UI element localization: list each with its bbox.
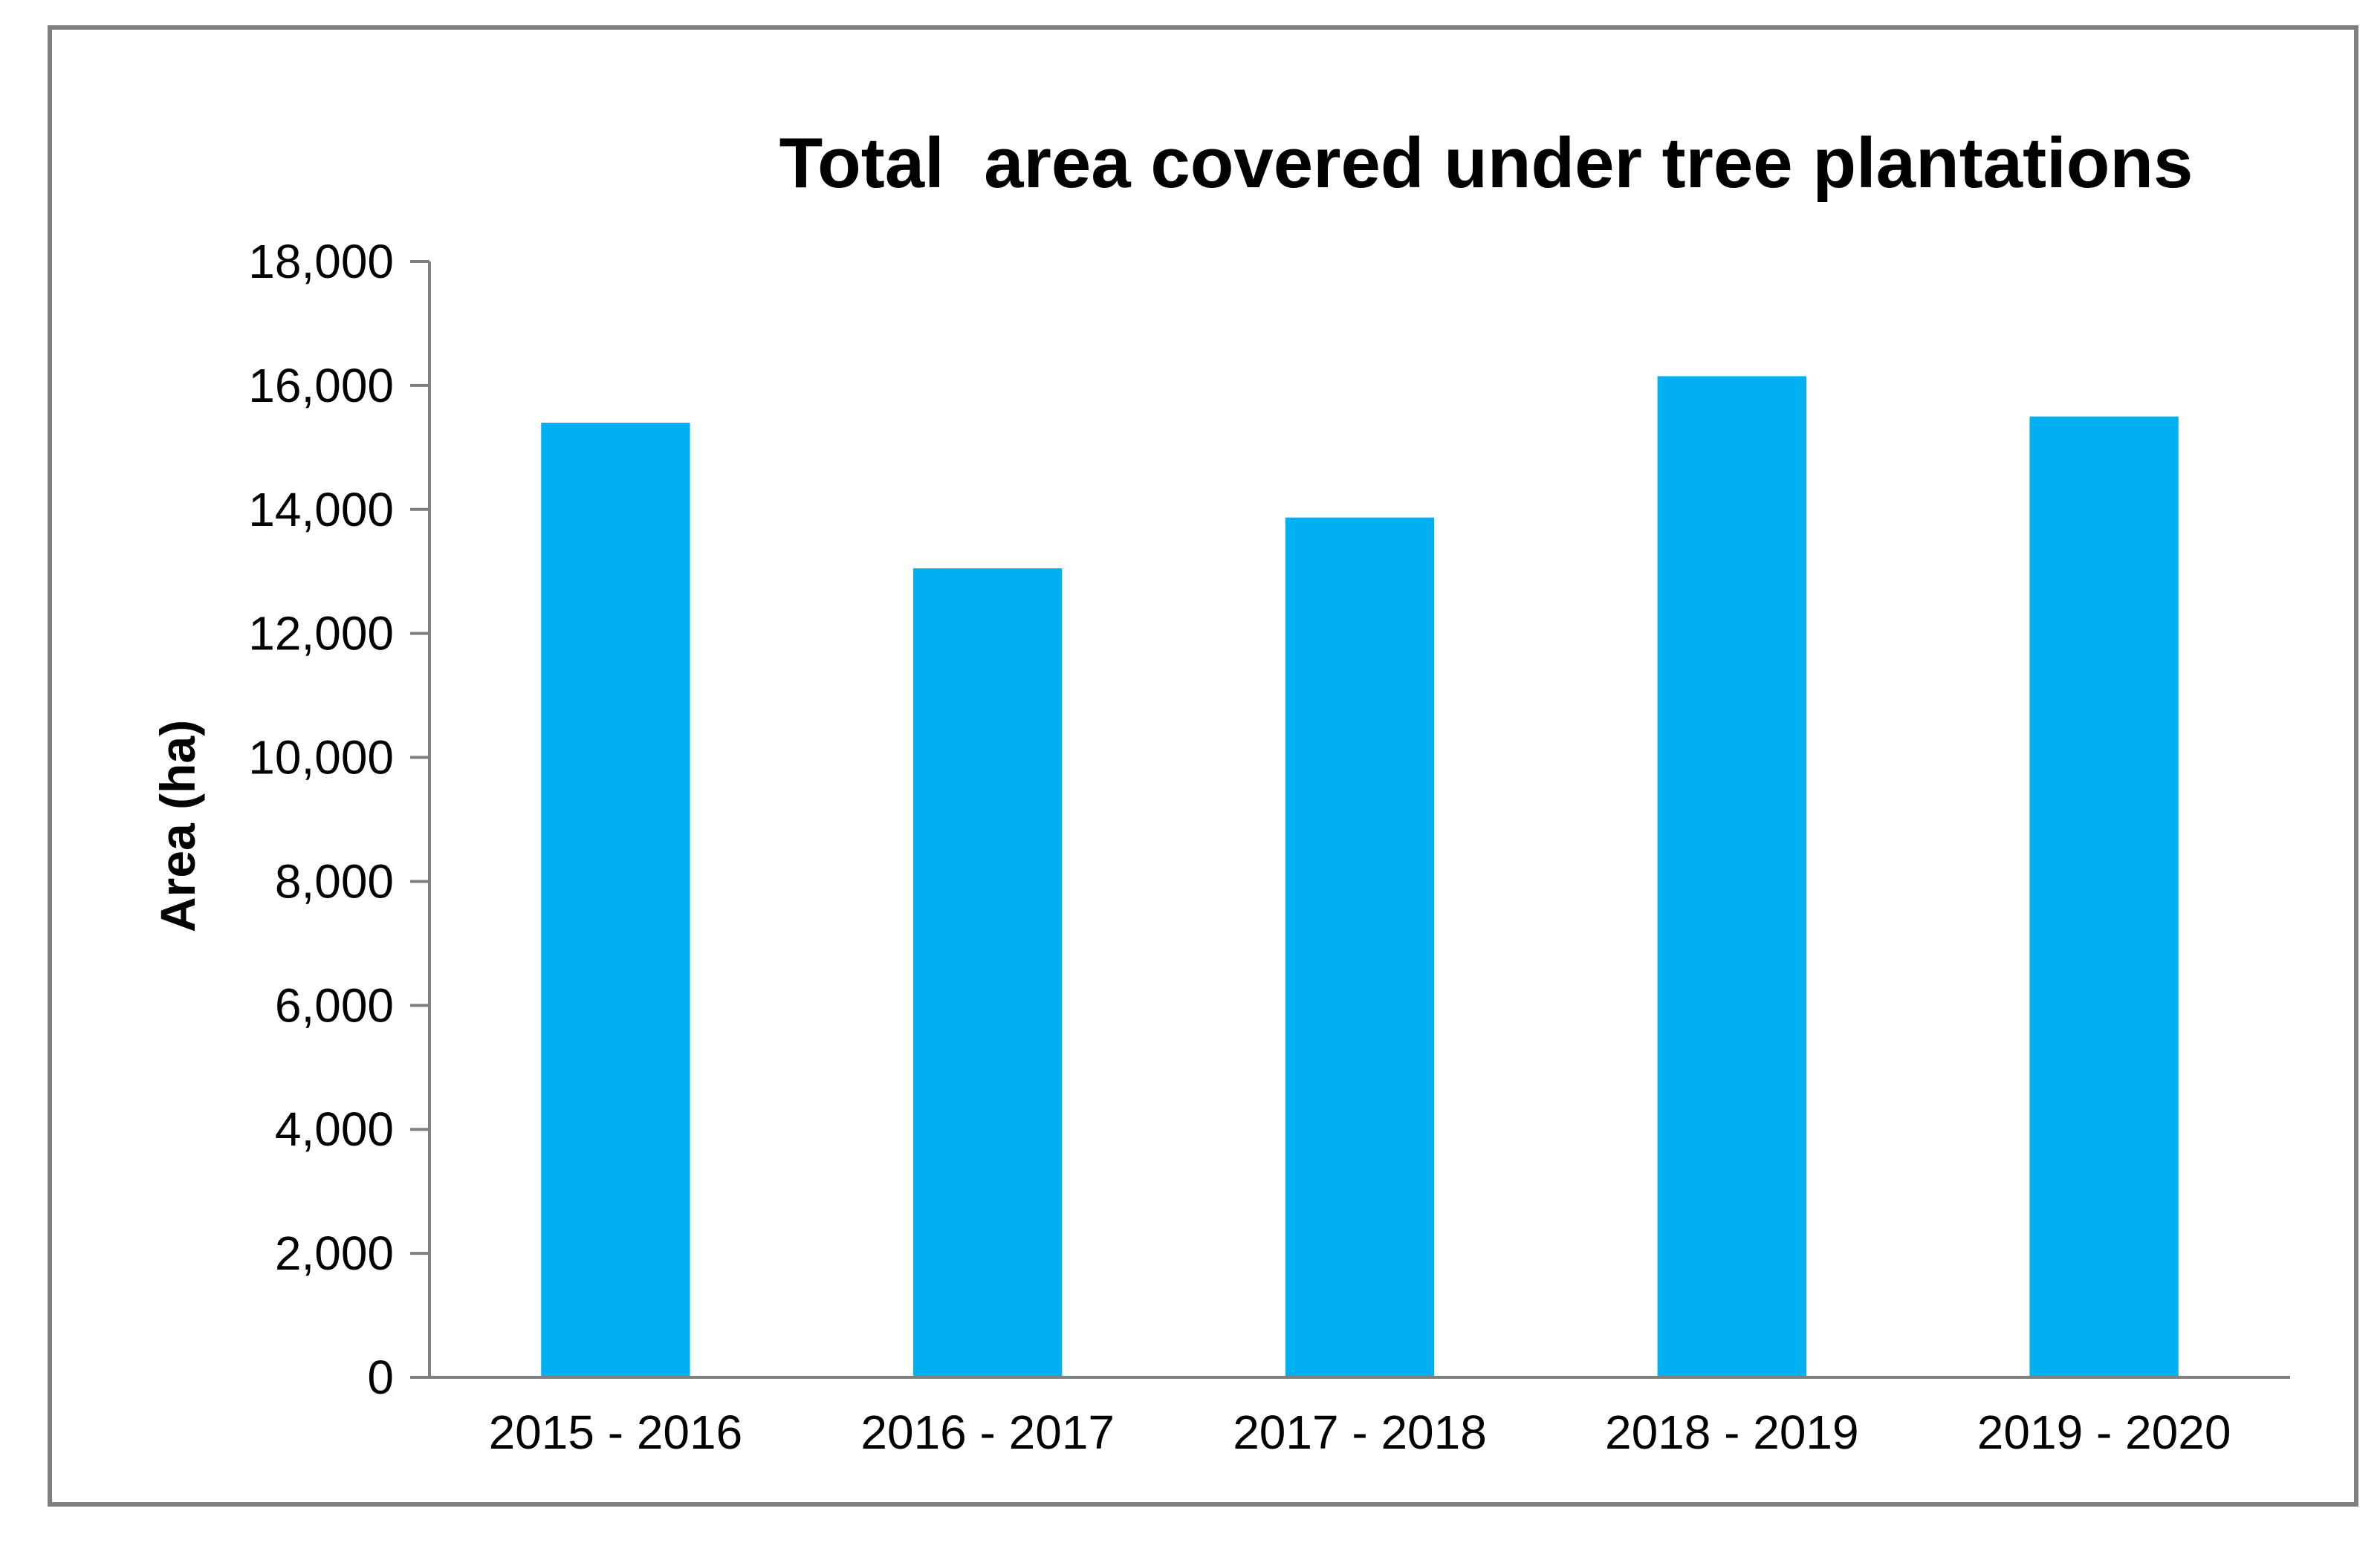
bars bbox=[541, 376, 2179, 1378]
bar-2017-2018 bbox=[1285, 517, 1435, 1378]
x-tick-label: 2019 - 2020 bbox=[1977, 1406, 2231, 1459]
y-tick-label: 16,000 bbox=[248, 359, 394, 412]
chart-title: Total area covered under tree plantation… bbox=[779, 123, 2193, 203]
y-tick-label: 6,000 bbox=[275, 978, 394, 1032]
y-axis-title: Area (ha) bbox=[150, 720, 205, 932]
bar-2018-2019 bbox=[1657, 376, 1806, 1378]
bar-2016-2017 bbox=[913, 568, 1063, 1377]
x-tick-label: 2018 - 2019 bbox=[1605, 1406, 1859, 1459]
bar-2015-2016 bbox=[541, 422, 690, 1377]
y-tick-label: 12,000 bbox=[248, 607, 394, 660]
x-tick-label: 2016 - 2017 bbox=[860, 1406, 1115, 1459]
y-axis-ticks: 0 2,000 4,000 6,000 8,000 10,000 12,000 14,000 1… bbox=[248, 235, 429, 1404]
y-tick-label: 10,000 bbox=[248, 731, 394, 785]
chart-frame bbox=[48, 25, 2358, 1507]
y-tick-label: 4,000 bbox=[275, 1102, 394, 1156]
x-tick-label: 2015 - 2016 bbox=[489, 1406, 743, 1459]
bar-2019-2020 bbox=[2029, 416, 2179, 1377]
y-tick-label: 14,000 bbox=[248, 483, 394, 536]
y-tick-label: 8,000 bbox=[275, 854, 394, 908]
y-tick-label: 0 bbox=[367, 1351, 394, 1404]
y-tick-label: 18,000 bbox=[248, 235, 394, 288]
x-tick-label: 2017 - 2018 bbox=[1233, 1406, 1487, 1459]
y-tick-label: 2,000 bbox=[275, 1227, 394, 1280]
x-axis-ticks: 2015 - 2016 2016 - 2017 2017 - 2018 2018 - … bbox=[489, 1406, 2231, 1459]
